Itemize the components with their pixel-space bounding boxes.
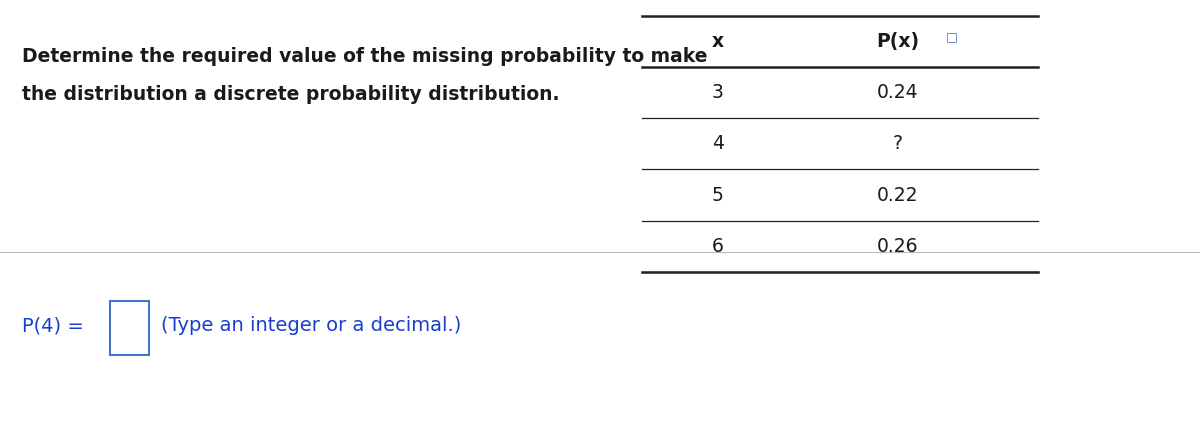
FancyBboxPatch shape	[110, 301, 149, 355]
Text: 3: 3	[712, 83, 724, 102]
Text: x: x	[712, 32, 724, 51]
Text: ?: ?	[893, 134, 902, 153]
Text: P(4) =: P(4) =	[22, 316, 84, 335]
Text: Determine the required value of the missing probability to make: Determine the required value of the miss…	[22, 47, 707, 66]
Text: (Type an integer or a decimal.): (Type an integer or a decimal.)	[161, 316, 461, 335]
Text: □: □	[946, 30, 958, 43]
Text: 4: 4	[712, 134, 724, 153]
Text: the distribution a discrete probability distribution.: the distribution a discrete probability …	[22, 85, 559, 104]
Text: P(x): P(x)	[876, 32, 919, 51]
Text: 5: 5	[712, 186, 724, 205]
Text: 0.22: 0.22	[877, 186, 918, 205]
Text: 6: 6	[712, 237, 724, 256]
Text: 0.26: 0.26	[877, 237, 918, 256]
Text: 0.24: 0.24	[877, 83, 918, 102]
